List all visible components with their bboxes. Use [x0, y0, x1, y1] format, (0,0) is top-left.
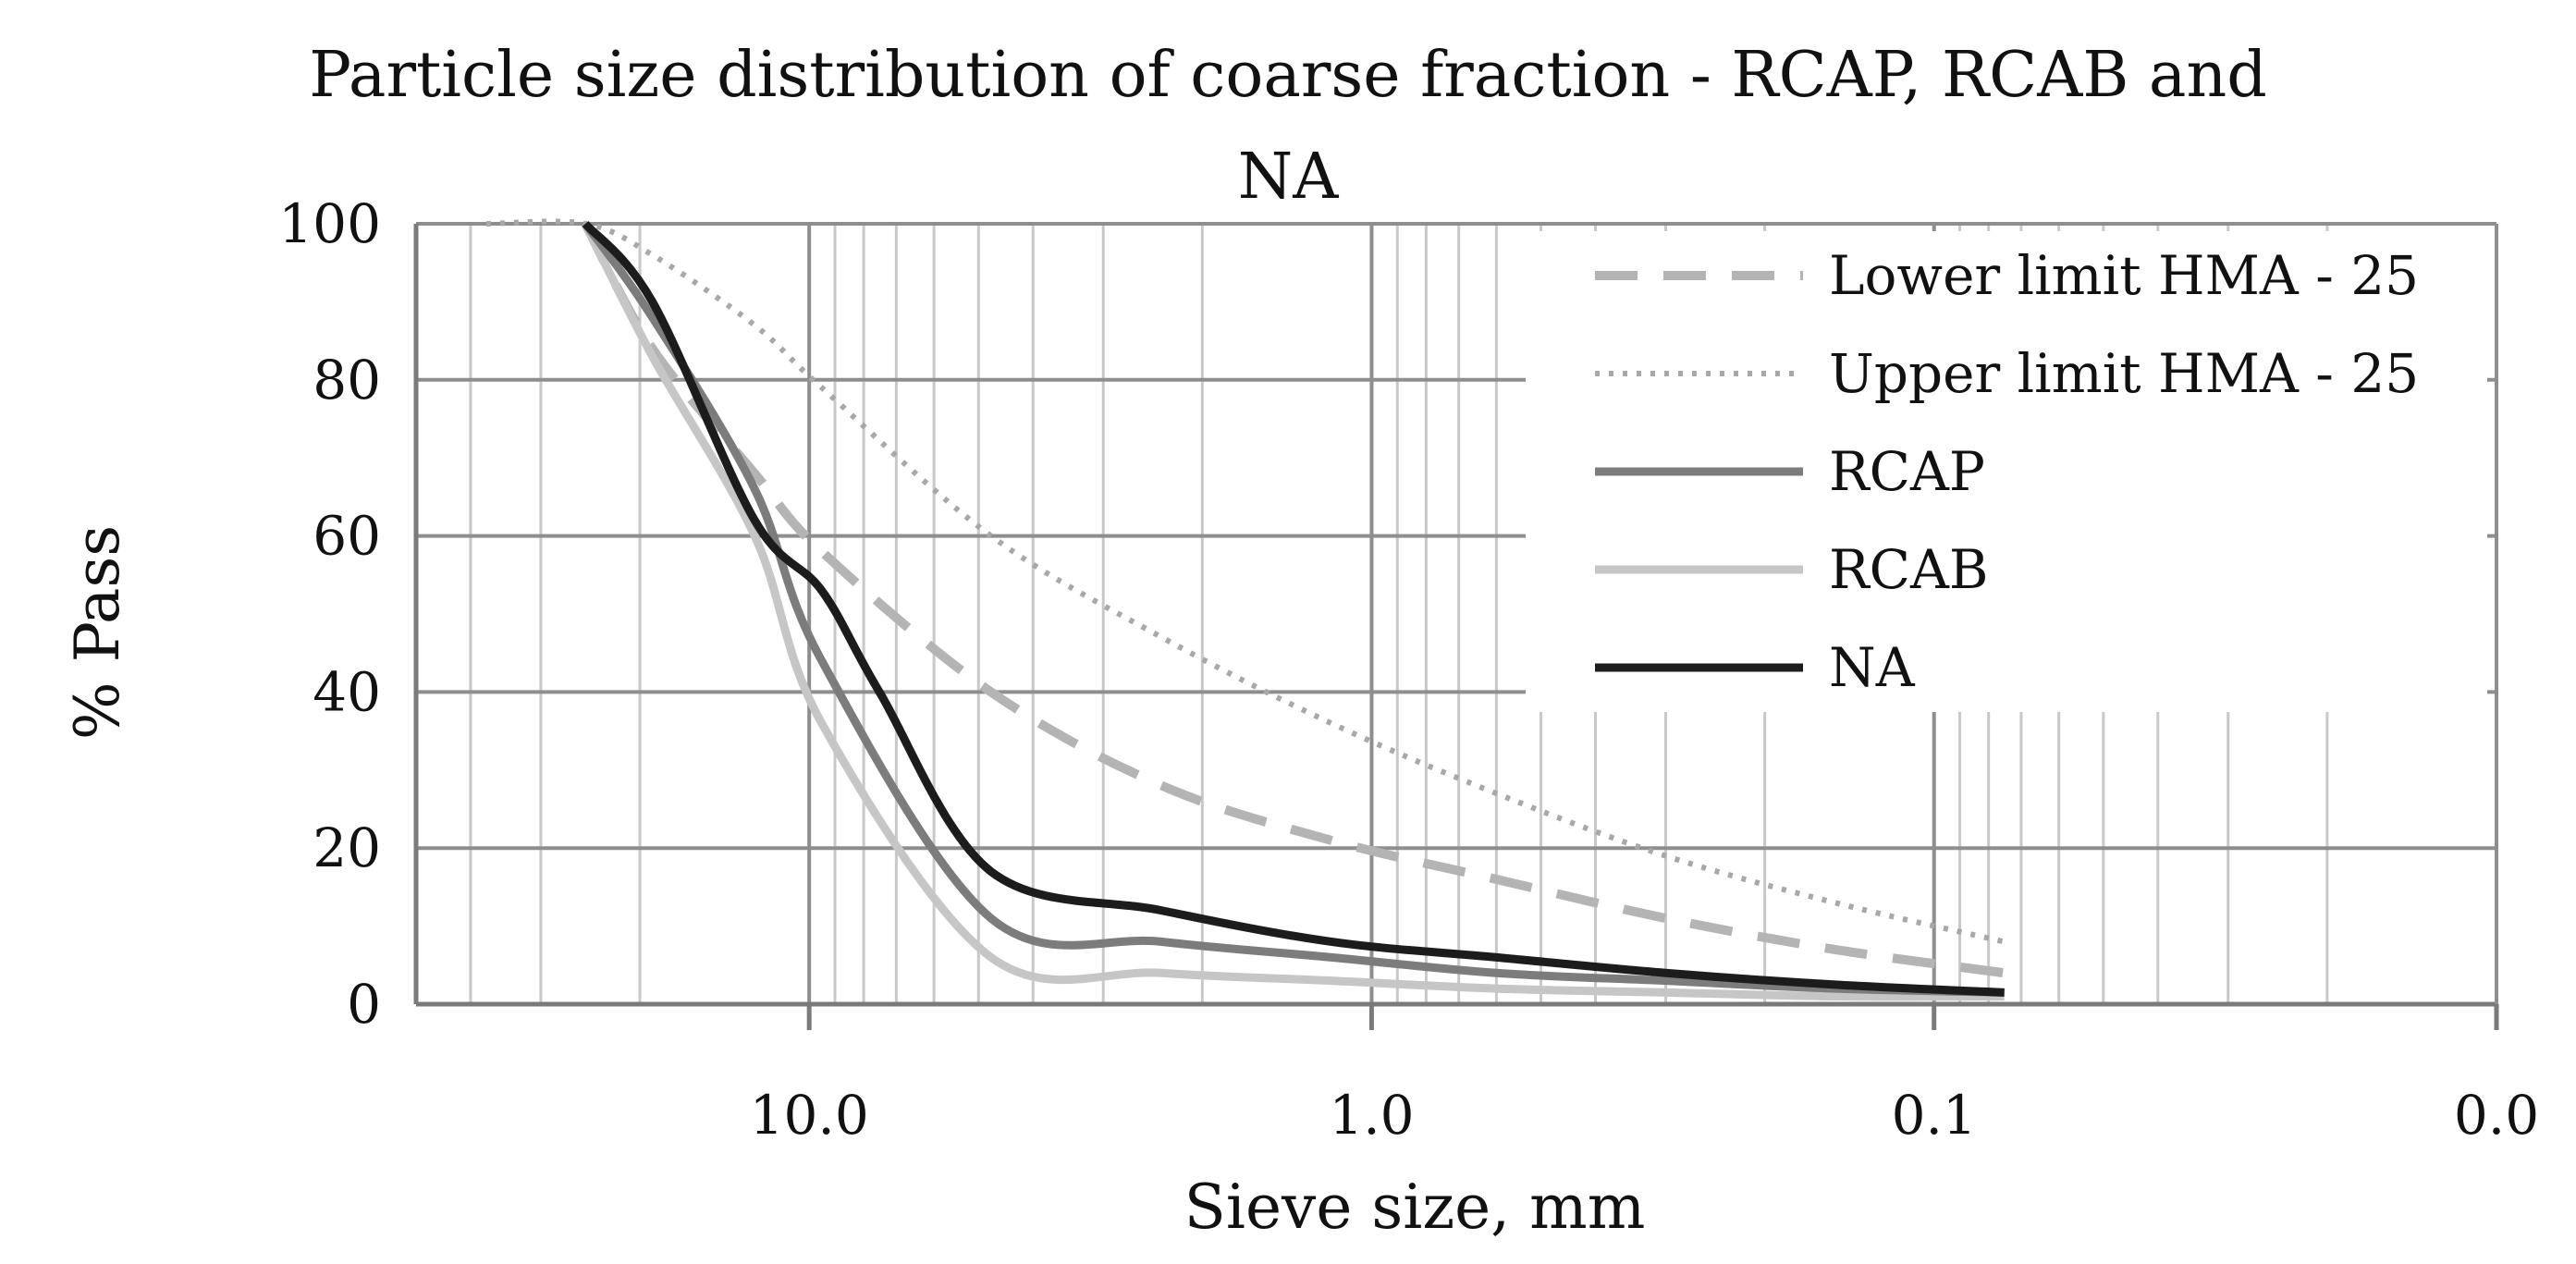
series-line-rcap — [582, 221, 2005, 997]
x-axis-label: Sieve size, mm — [1184, 1172, 1646, 1243]
legend-label: NA — [1829, 636, 1916, 699]
y-tick-label: 60 — [313, 505, 381, 568]
y-tick-label: 100 — [278, 192, 381, 255]
legend-label: RCAP — [1829, 440, 1985, 503]
x-tick-label: 10.0 — [750, 1084, 869, 1147]
x-tick-label: 0.1 — [1892, 1084, 1977, 1147]
y-tick-label: 20 — [313, 816, 381, 879]
x-tick-label: 0.0 — [2454, 1084, 2539, 1147]
chart-title-line-2: NA — [1237, 141, 1339, 214]
y-tick-label: 80 — [313, 349, 381, 411]
legend-label: RCAB — [1829, 538, 1989, 601]
y-tick-label: 0 — [347, 973, 381, 1036]
legend-label: Lower limit HMA - 25 — [1829, 244, 2419, 307]
chart-title-line-1: Particle size distribution of coarse fra… — [309, 39, 2267, 112]
series-line-upper-limit-hma-25 — [485, 218, 2006, 945]
legend-label: Upper limit HMA - 25 — [1829, 342, 2419, 405]
y-axis-label: % Pass — [62, 525, 133, 740]
x-tick-label: 1.0 — [1329, 1084, 1414, 1147]
series-line-na — [582, 220, 2005, 997]
series-line-lower-limit-hma-25 — [581, 221, 2006, 978]
series-line-rcab — [582, 221, 2005, 1001]
y-tick-label: 40 — [313, 660, 381, 723]
